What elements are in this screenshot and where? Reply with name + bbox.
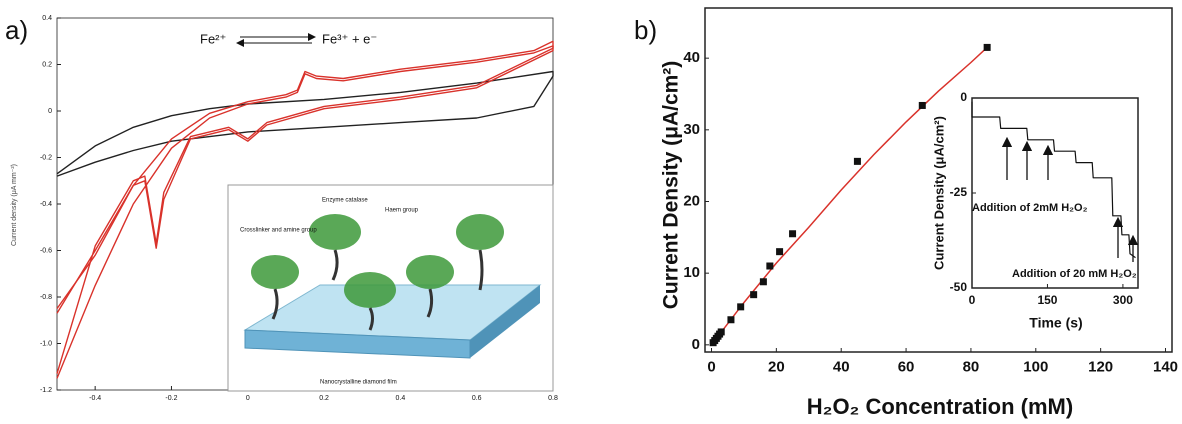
annotation: Addition of 20 mM H₂O₂ [1012, 268, 1137, 280]
marker [766, 262, 774, 270]
line [971, 101, 1136, 259]
film-edge [470, 285, 540, 358]
marker [759, 278, 767, 286]
x-tick-label: 40 [833, 358, 850, 375]
annotation: Nanocrystalline diamond film [320, 380, 397, 386]
y-tick-label: -25 [950, 185, 968, 199]
annotation: Addition of 2mM H₂O₂ [972, 202, 1088, 214]
annotation: Enzyme catalase [322, 198, 368, 204]
panel-label: b) [634, 15, 657, 45]
marker [717, 328, 725, 336]
x-tick-label: 0.4 [396, 395, 406, 402]
y-axis-label: Current Density (μA/cm²) [931, 116, 946, 270]
panel-b: 0 20 40 60 80 100 120 140 0 10 20 30 40 [683, 7, 1178, 375]
x-tick-label: -0.2 [165, 395, 177, 402]
line [56, 45, 554, 379]
y-tick-label: -0.4 [40, 201, 52, 208]
x-tick-label: 0.8 [548, 395, 558, 402]
y-tick-label: -1.2 [40, 387, 52, 394]
x-tick-label: 140 [1153, 358, 1178, 375]
marker [983, 43, 991, 51]
x-tick-label: 60 [898, 358, 915, 375]
y-tick-label: 0.4 [42, 15, 52, 22]
annotation: Crosslinker and amine group [240, 228, 317, 234]
y-tick-label: 0 [960, 90, 967, 104]
y-tick-label: -0.2 [40, 154, 52, 161]
enzymes [251, 214, 504, 308]
inset-background [972, 98, 1138, 288]
y-tick-label: 0 [48, 108, 52, 115]
y-tick-label: 0.2 [42, 61, 52, 68]
x-tick-label: 0 [246, 395, 250, 402]
x-tick-label: -0.4 [89, 395, 101, 402]
y-tick-label: 10 [683, 264, 700, 281]
y-tick-label: -50 [950, 280, 968, 294]
x-tick-label: 150 [1037, 293, 1057, 307]
marker [853, 157, 861, 165]
annotation: Haem group [385, 208, 419, 214]
plot-frame [704, 7, 1173, 353]
marker [750, 291, 758, 299]
marker [727, 316, 735, 324]
marker [737, 303, 745, 311]
arrows [1001, 136, 1139, 262]
y-axis-label: Current density (μA mm⁻²) [11, 164, 18, 246]
annotation: Fe³⁺ + e⁻ [322, 31, 377, 46]
inset-diagram: Enzyme catalase Haem group Crosslinker a… [227, 184, 554, 392]
x-tick-label: 120 [1088, 358, 1113, 375]
x-axis-label: H₂O₂ Concentration (mM) [807, 394, 1073, 419]
marker [776, 248, 784, 256]
marker [918, 101, 926, 109]
y-tick-label: 20 [683, 192, 700, 209]
y-tick-label: 40 [683, 49, 700, 66]
y-axis-label: Current Density (μA/cm²) [660, 61, 683, 310]
x-tick-label: 0 [707, 358, 715, 375]
inset-chart: 0 150 300 0 -25 -50 [950, 90, 1139, 307]
marker [789, 230, 797, 238]
y-tick-label: -0.6 [40, 247, 52, 254]
annotation: Fe²⁺ [200, 31, 226, 46]
x-tick-label: 0.2 [319, 395, 329, 402]
x-tick-label: 80 [963, 358, 980, 375]
x-axis-label: Time (s) [1029, 315, 1082, 331]
panel-label: a) [5, 15, 28, 45]
line [56, 40, 554, 374]
y-tick-label: 0 [692, 336, 700, 353]
x-tick-label: 0 [969, 293, 976, 307]
y-tick-label: -0.8 [40, 294, 52, 301]
line [56, 70, 554, 177]
linkers [271, 249, 484, 331]
x-tick-label: 20 [768, 358, 785, 375]
x-tick-label: 0.6 [472, 395, 482, 402]
x-tick-label: 100 [1023, 358, 1048, 375]
y-tick-label: 30 [683, 121, 700, 138]
y-tick-label: -1.0 [40, 340, 52, 347]
x-tick-label: 300 [1113, 293, 1133, 307]
